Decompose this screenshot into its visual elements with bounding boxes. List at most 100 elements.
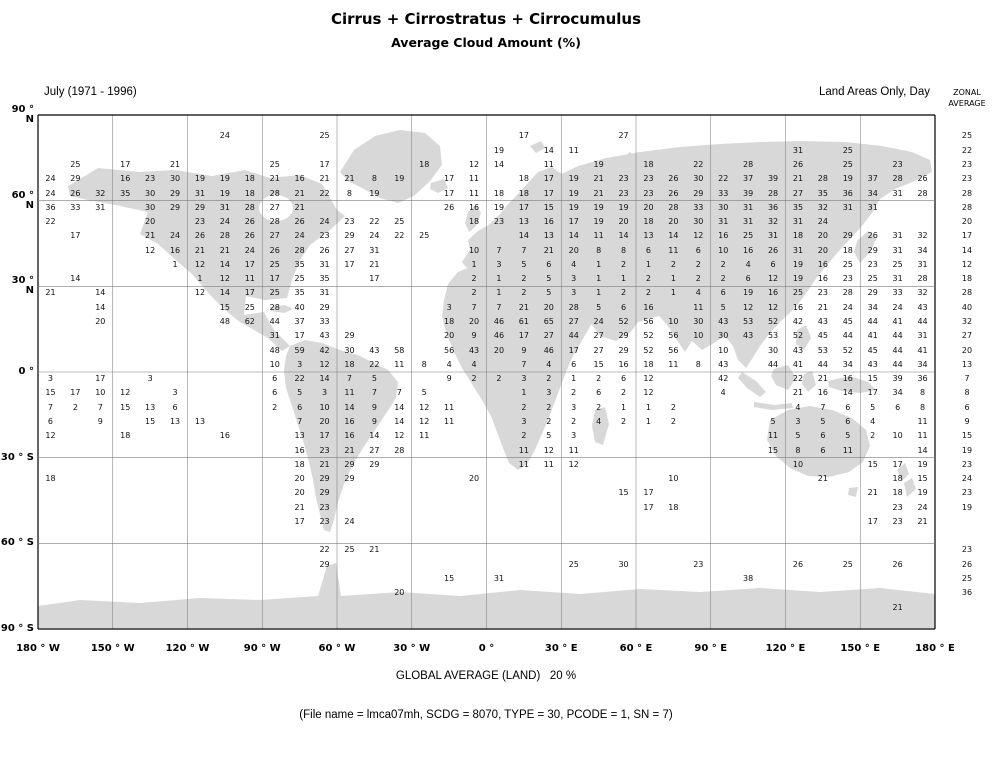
sumatra [738,372,766,397]
data-cell: 23 [867,259,878,269]
data-cell: 30 [145,188,156,198]
data-cell: 6 [620,374,627,384]
java [754,402,793,410]
figure-subtitle: Average Cloud Amount (%) [391,35,581,50]
data-cell: 2 [720,259,726,269]
data-cell: 20 [394,588,405,598]
zonal-average-value: 26 [961,559,973,569]
data-cell: 12 [743,302,754,312]
data-cell: 23 [493,217,505,227]
data-cell: 24 [892,302,903,312]
data-cell: 28 [244,202,255,212]
data-cell: 13 [294,431,305,441]
data-cell: 9 [371,402,377,412]
data-cell: 6 [695,245,701,255]
data-cell: 17 [867,388,878,398]
data-cell: 11 [468,174,480,184]
data-cell: 1 [645,402,651,412]
data-cell: 11 [668,245,679,255]
data-cell: 2 [620,416,627,426]
data-cell: 13 [543,231,554,241]
data-cell: 29 [169,188,181,198]
data-cell: 5 [770,416,776,426]
data-cell: 28 [917,188,928,198]
data-cell: 31 [792,217,804,227]
data-cell: 24 [244,245,255,255]
data-cell: 35 [294,259,305,269]
zonal-average-value: 22 [961,145,973,155]
data-cell: 15 [45,388,56,398]
zonal-average-value: 27 [961,331,973,341]
data-cell: 25 [568,559,579,569]
data-cell: 7 [521,245,527,255]
data-cell: 17 [369,274,380,284]
data-cell: 22 [294,374,305,384]
data-cell: 52 [643,345,654,355]
data-cell: 6 [645,245,651,255]
data-cell: 16 [543,217,554,227]
data-cell: 21 [518,302,529,312]
data-cell: 17 [120,159,131,169]
data-cell: 28 [668,202,679,212]
data-cell: 31 [892,245,903,255]
data-cell: 3 [321,388,328,398]
data-cell: 21 [917,516,928,526]
data-cell: 21 [319,174,330,184]
data-cell: 59 [294,345,305,355]
data-cell: 11 [693,302,704,312]
data-cell: 26 [668,174,679,184]
data-cell: 10 [95,388,106,398]
data-cell: 1 [471,259,477,269]
data-cell: 25 [294,274,305,284]
data-cell: 5 [845,431,851,441]
data-cell: 2 [571,388,577,398]
lon-tick-label: 60 ° W [318,643,356,654]
data-cell: 52 [767,317,779,327]
data-cell: 46 [493,331,505,341]
data-cell: 21 [145,231,156,241]
data-cell: 25 [269,288,280,298]
data-cell: 25 [842,559,853,569]
data-cell: 10 [718,245,729,255]
data-cell: 44 [817,359,828,369]
data-cell: 29 [618,331,629,341]
zonal-average-value: 23 [961,488,973,498]
data-cell: 13 [643,231,654,241]
data-cell: 31 [792,245,804,255]
zonal-average-value: 14 [961,245,973,255]
data-cell: 2 [471,274,477,284]
zonal-average-value: 23 [961,545,973,555]
data-cell: 8 [919,402,926,412]
data-cell: 9 [371,416,377,426]
data-cell: 11 [917,431,928,441]
data-cell: 11 [468,188,480,198]
data-cell: 11 [444,402,455,412]
data-cell: 21 [45,288,56,298]
data-cell: 18 [643,217,654,227]
hudson-bay [259,195,293,221]
data-cell: 53 [817,345,828,355]
data-cell: 62 [244,317,255,327]
data-cell: 7 [371,388,377,398]
data-cell: 41 [892,317,903,327]
global-average-label: GLOBAL AVERAGE (LAND) 20 % [395,670,577,682]
data-cell: 5 [371,374,377,384]
data-cell: 21 [344,445,355,455]
data-cell: 11 [568,445,579,455]
data-cell: 19 [493,202,505,212]
data-cell: 5 [546,288,552,298]
data-cell: 19 [917,459,928,469]
data-cell: 10 [319,402,330,412]
data-cell: 28 [568,302,579,312]
data-cell: 7 [521,359,527,369]
data-cell: 17 [892,459,903,469]
data-cell: 2 [571,416,577,426]
data-cell: 43 [792,345,804,355]
data-cell: 14 [369,431,380,441]
data-cell: 2 [72,402,78,412]
data-cell: 28 [269,302,280,312]
japan [854,231,877,263]
data-cell: 18 [419,159,430,169]
data-cell: 12 [319,359,330,369]
